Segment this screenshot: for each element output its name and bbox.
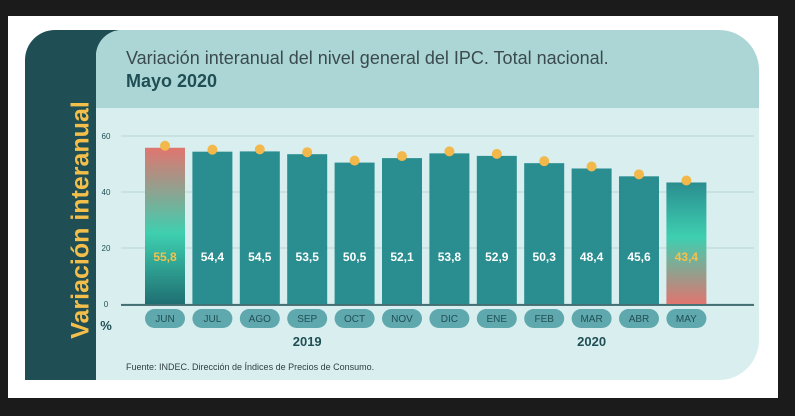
data-marker — [539, 156, 550, 167]
year-label: 2020 — [577, 334, 606, 349]
data-marker — [634, 169, 644, 180]
category-pill — [524, 309, 565, 328]
x-tick-label: AGO — [249, 314, 271, 325]
bar — [571, 168, 612, 304]
bar — [666, 182, 707, 304]
bar — [287, 154, 328, 304]
bar — [334, 162, 375, 304]
data-marker — [491, 148, 502, 159]
data-marker — [254, 144, 265, 155]
bar-chart: 0 20 40 60% 55,8 JUN 54,4 JUL 54,5 AGO 53,5 SEP 50,5… — [100, 132, 754, 349]
data-label: 52,1 — [390, 250, 414, 264]
category-pill — [429, 309, 470, 328]
y-tick-label: 0 — [104, 300, 109, 309]
y-tick-label: 40 — [102, 188, 111, 197]
bar — [429, 153, 470, 304]
data-marker — [207, 144, 218, 155]
data-label: 48,4 — [580, 250, 604, 264]
data-label: 50,3 — [533, 250, 557, 264]
data-label: 52,9 — [485, 250, 509, 264]
category-pill — [192, 309, 233, 328]
bar — [145, 147, 185, 304]
x-tick-label: FEB — [534, 314, 554, 325]
x-tick-label: JUL — [204, 314, 222, 325]
data-marker — [681, 175, 692, 186]
y-axis-label: Variación interanual — [66, 101, 95, 339]
category-pill — [382, 309, 422, 328]
category-pill — [334, 309, 375, 328]
category-pill — [145, 309, 185, 328]
chart-title: Variación interanual del nivel general d… — [126, 48, 609, 68]
data-label: 45,6 — [627, 250, 651, 264]
data-label: 55,8 — [153, 250, 177, 264]
year-label: 2019 — [293, 334, 322, 349]
y-tick-label: 60 — [102, 132, 111, 141]
bar — [239, 151, 280, 304]
data-label: 54,5 — [248, 250, 272, 264]
data-label: 53,8 — [438, 250, 462, 264]
data-label: 53,5 — [296, 250, 320, 264]
bar — [476, 155, 517, 304]
x-tick-label: DIC — [441, 314, 458, 325]
data-label: 43,4 — [675, 250, 699, 264]
data-marker — [302, 147, 313, 158]
category-pill — [287, 309, 328, 328]
chart-card: Variación interanual Variación interanua… — [8, 16, 778, 398]
x-tick-label: OCT — [344, 314, 365, 325]
bar — [524, 163, 565, 304]
category-pill — [571, 309, 612, 328]
x-tick-label: MAR — [580, 314, 602, 325]
x-tick-label: NOV — [391, 314, 413, 325]
data-marker — [349, 155, 360, 166]
data-marker — [397, 151, 407, 162]
x-tick-label: ENE — [487, 314, 508, 325]
category-pill — [619, 309, 659, 328]
x-tick-label: SEP — [297, 314, 317, 325]
bar — [382, 158, 422, 304]
category-pill — [666, 309, 707, 328]
chart-panel: Variación interanual del nivel general d… — [96, 30, 759, 380]
y-tick-label: 20 — [102, 244, 111, 253]
category-pill — [476, 309, 517, 328]
chart-subtitle: Mayo 2020 — [126, 71, 218, 91]
data-label: 50,5 — [343, 250, 367, 264]
data-marker — [444, 146, 455, 157]
x-tick-label: JUN — [155, 314, 174, 325]
data-label: 54,4 — [201, 250, 225, 264]
x-tick-label: MAY — [676, 314, 697, 325]
bar — [619, 176, 659, 304]
data-marker — [586, 161, 597, 172]
category-pill — [239, 309, 280, 328]
data-marker — [160, 140, 170, 151]
bar — [192, 151, 233, 304]
x-tick-label: ABR — [629, 314, 650, 325]
chart-header: Variación interanual del nivel general d… — [96, 30, 759, 108]
y-unit-label: % — [100, 318, 112, 333]
chart-source: Fuente: INDEC. Dirección de Índices de P… — [126, 362, 375, 372]
